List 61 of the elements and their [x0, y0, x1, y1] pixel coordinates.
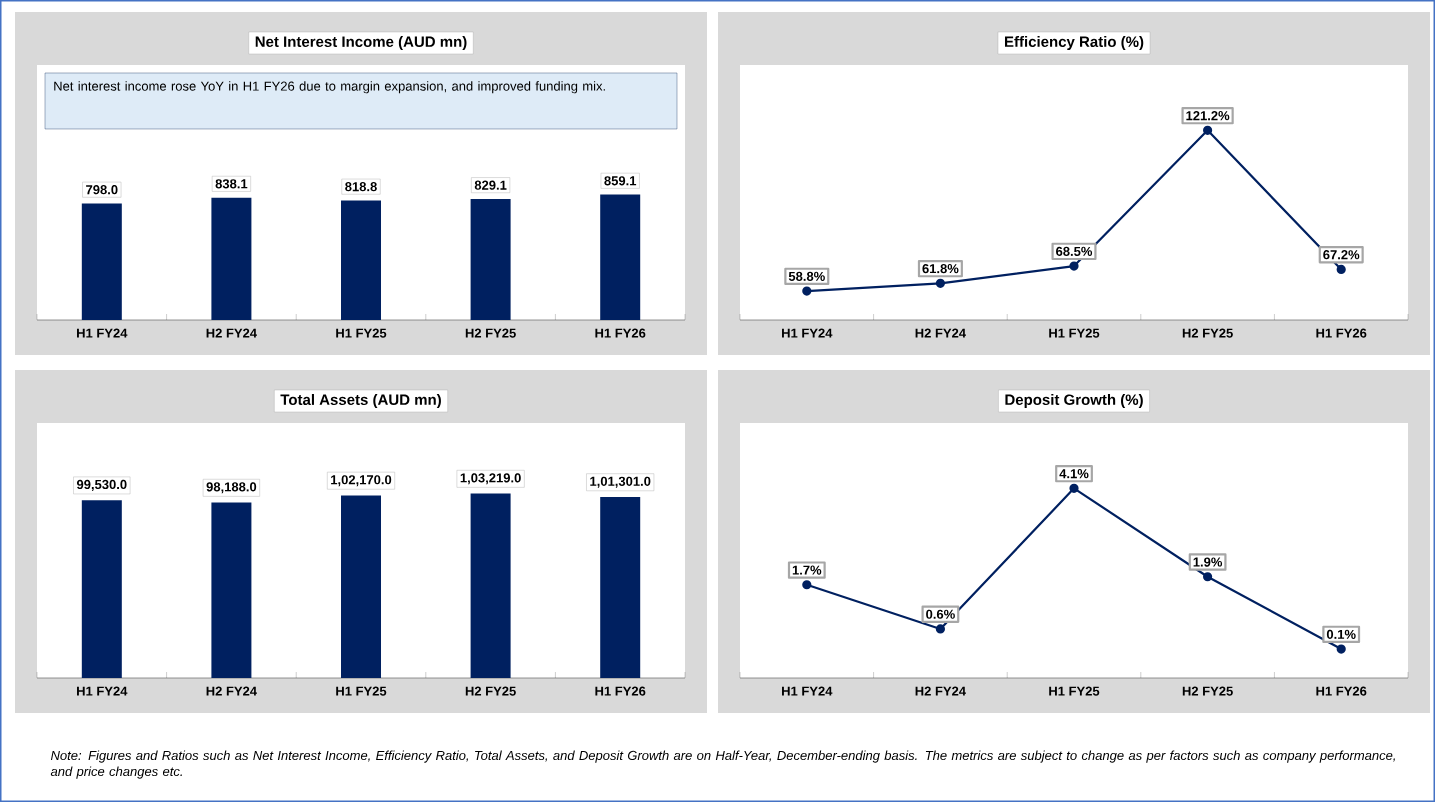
data-label: 1,03,219.0 — [460, 473, 521, 485]
data-label: 829.1 — [474, 180, 507, 190]
x-tick-label: H2 FY24 — [206, 686, 257, 696]
data-label: 1,02,170.0 — [331, 475, 392, 487]
x-tick-label: H1 FY24 — [77, 328, 128, 338]
x-tick-label: H1 FY26 — [595, 686, 646, 696]
x-tick-label: H1 FY26 — [595, 328, 646, 338]
x-tick-label: H1 FY24 — [77, 686, 128, 696]
x-tick-label: H1 FY25 — [1049, 328, 1100, 338]
x-tick-label: H2 FY25 — [465, 686, 516, 696]
data-label: 121.2% — [1186, 111, 1230, 121]
point — [1069, 261, 1079, 271]
point — [802, 580, 812, 590]
data-label: 1.7% — [792, 565, 822, 575]
data-label: 58.8% — [788, 271, 825, 281]
data-label: 61.8% — [922, 264, 959, 274]
chart-title: Total Assets (AUD mn) — [280, 394, 441, 408]
bar — [211, 197, 252, 320]
data-label: 99,530.0 — [76, 479, 127, 491]
bar — [341, 200, 382, 320]
data-label: 1.9% — [1193, 557, 1223, 567]
data-label: 859.1 — [604, 176, 637, 186]
bar — [600, 194, 641, 320]
point — [1069, 483, 1079, 493]
point — [802, 286, 812, 296]
data-label: 818.8 — [345, 182, 377, 192]
data-label: 1,01,301.0 — [590, 476, 651, 488]
x-tick-label: H2 FY24 — [206, 328, 257, 338]
x-tick-label: H1 FY26 — [1316, 686, 1367, 696]
point — [1336, 264, 1346, 275]
data-label: 0.6% — [926, 609, 955, 619]
x-tick-label: H2 FY25 — [465, 328, 516, 338]
x-tick-label: H1 FY25 — [336, 328, 387, 338]
point — [935, 278, 946, 288]
data-label: 68.5% — [1056, 246, 1093, 256]
data-label: 4.1% — [1059, 469, 1089, 479]
data-label: 67.2% — [1323, 250, 1360, 260]
x-tick-label: H2 FY25 — [1182, 686, 1233, 696]
x-tick-label: H1 FY24 — [782, 686, 833, 696]
point — [1336, 644, 1346, 654]
point — [1203, 572, 1213, 582]
chart-title: Deposit Growth (%) — [1005, 394, 1143, 408]
x-tick-label: H1 FY24 — [782, 328, 833, 338]
data-label: 838.1 — [215, 179, 248, 189]
bar — [81, 203, 122, 320]
point — [1203, 125, 1213, 135]
x-tick-label: H1 FY25 — [336, 686, 387, 696]
text: Note: Figures and Ratios such as Net Interest Income, Efficiency Ratio, Total Assets, and Deposit Growth are on Half-Year, December-ending basis. The metrics are subject to change as per factors such as company performance, and price changes etc. — [50, 750, 1395, 779]
bar — [470, 198, 511, 320]
x-tick-label: H2 FY24 — [915, 328, 966, 338]
data-label: 798.0 — [86, 185, 118, 195]
x-tick-label: H2 FY25 — [1182, 328, 1233, 338]
x-tick-label: H1 FY26 — [1316, 328, 1367, 338]
chart-title: Efficiency Ratio (%) — [1005, 36, 1144, 50]
chart-title: Net Interest Income (AUD mn) — [255, 36, 467, 50]
text: Net interest income rose YoY in H1 FY26 due to margin expansion, and improved funding mix. — [54, 81, 605, 94]
data-label: 0.1% — [1326, 629, 1356, 639]
point — [935, 624, 946, 634]
x-tick-label: H2 FY24 — [915, 686, 966, 696]
x-tick-label: H1 FY25 — [1049, 686, 1100, 696]
data-label: 98,188.0 — [206, 482, 257, 494]
